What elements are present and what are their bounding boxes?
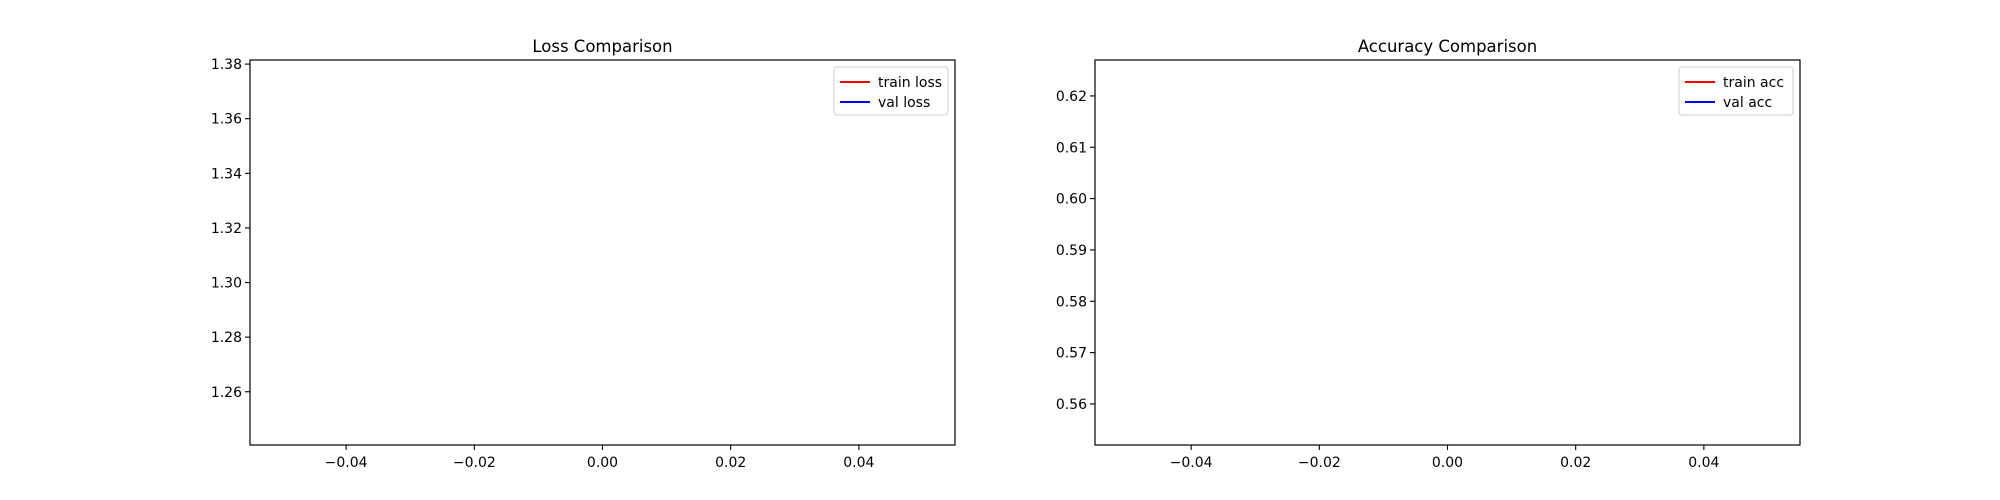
accuracy-y-tick-label: 0.59 — [1056, 243, 1087, 259]
loss-comparison-chart: Loss Comparison −0.04 −0.02 0.00 0.02 0.04 1.2… — [211, 37, 956, 471]
loss-legend-label-1: val loss — [878, 95, 930, 111]
loss-legend: train loss val loss — [833, 66, 949, 116]
loss-x-tick-label: 0.02 — [715, 455, 746, 471]
accuracy-legend-label-0: train acc — [1723, 75, 1784, 91]
accuracy-x-tick-label: −0.02 — [1298, 455, 1341, 471]
accuracy-y-tick-label: 0.58 — [1056, 294, 1087, 310]
accuracy-y-tick-label: 0.57 — [1056, 346, 1087, 362]
accuracy-legend: train acc val acc — [1678, 66, 1794, 116]
loss-x-tick-label: 0.04 — [843, 455, 874, 471]
accuracy-x-tick-label: 0.04 — [1688, 455, 1719, 471]
loss-y-tick-label: 1.32 — [211, 221, 242, 237]
accuracy-y-tick-label: 0.61 — [1056, 140, 1087, 156]
loss-y-tick-label: 1.26 — [211, 385, 242, 401]
loss-chart-title: Loss Comparison — [532, 37, 672, 56]
loss-x-tick-label: −0.02 — [453, 455, 496, 471]
loss-legend-label-0: train loss — [878, 75, 942, 91]
accuracy-y-tick-label: 0.62 — [1056, 89, 1087, 105]
loss-plot-frame — [249, 59, 956, 446]
loss-x-tick-label: 0.00 — [587, 455, 618, 471]
loss-x-tick-label: −0.04 — [325, 455, 368, 471]
loss-y-tick-label: 1.38 — [211, 57, 242, 73]
accuracy-chart-title: Accuracy Comparison — [1358, 37, 1537, 56]
accuracy-x-tick-label: 0.00 — [1432, 455, 1463, 471]
accuracy-x-tick-label: −0.04 — [1170, 455, 1213, 471]
loss-y-tick-label: 1.28 — [211, 330, 242, 346]
loss-y-tick-label: 1.30 — [211, 276, 242, 292]
accuracy-legend-label-1: val acc — [1723, 95, 1772, 111]
accuracy-y-tick-label: 0.56 — [1056, 397, 1087, 413]
accuracy-comparison-chart: Accuracy Comparison −0.04 −0.02 0.00 0.02 0.0… — [1056, 37, 1801, 471]
loss-y-tick-label: 1.36 — [211, 112, 242, 128]
accuracy-y-tick-label: 0.60 — [1056, 192, 1087, 208]
accuracy-plot-frame — [1094, 59, 1801, 446]
loss-y-tick-label: 1.34 — [211, 166, 242, 182]
accuracy-x-tick-label: 0.02 — [1560, 455, 1591, 471]
